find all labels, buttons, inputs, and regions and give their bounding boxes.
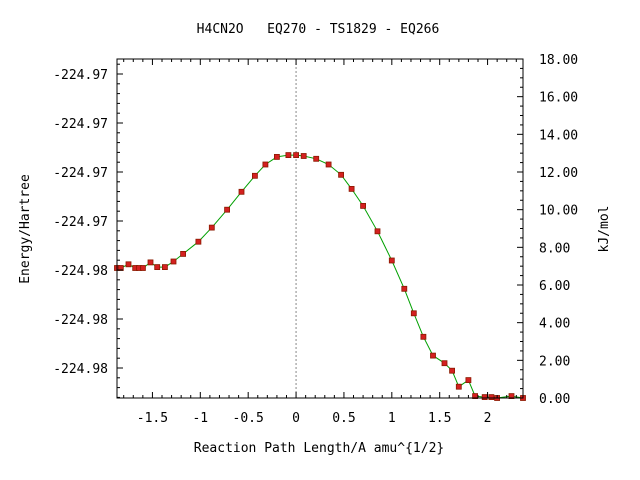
energy-curve bbox=[117, 154, 524, 399]
data-point bbox=[481, 394, 488, 401]
data-point bbox=[251, 172, 258, 179]
x-tick-label: 0 bbox=[292, 411, 300, 426]
y-tick-label: -224.97 bbox=[53, 117, 108, 132]
y2-tick-label: 16.00 bbox=[539, 91, 578, 106]
data-point bbox=[449, 367, 456, 374]
y-axis-right: 0.00 2.00 4.00 6.00 8.00 10.00 12.00 14.00 16.00… bbox=[517, 53, 578, 407]
x-tick-label: -1 bbox=[192, 411, 208, 426]
data-point bbox=[139, 265, 146, 271]
data-point bbox=[348, 185, 355, 192]
y2-tick-label: 4.00 bbox=[539, 317, 570, 332]
x-tick-label: -0.5 bbox=[233, 411, 264, 426]
plot-frame bbox=[116, 58, 524, 399]
data-point bbox=[147, 259, 154, 266]
y2-tick-label: 18.00 bbox=[539, 53, 578, 68]
y-tick-label: -224.97 bbox=[53, 166, 108, 181]
data-point bbox=[154, 264, 161, 271]
data-point bbox=[161, 264, 168, 271]
y2-tick-label: 0.00 bbox=[539, 392, 570, 407]
data-point bbox=[325, 161, 332, 168]
y2-tick-label: 10.00 bbox=[539, 204, 578, 219]
data-point bbox=[441, 360, 448, 367]
y-tick-label: -224.98 bbox=[53, 264, 108, 279]
data-point bbox=[374, 228, 381, 235]
series-layer bbox=[114, 152, 526, 401]
data-point bbox=[125, 261, 132, 268]
data-point bbox=[300, 153, 307, 159]
data-point bbox=[420, 333, 427, 340]
data-point bbox=[410, 310, 417, 317]
data-point bbox=[388, 257, 395, 264]
y-tick-label: -224.98 bbox=[53, 362, 108, 377]
data-point bbox=[401, 285, 408, 292]
data-point bbox=[195, 238, 202, 245]
data-point bbox=[224, 206, 231, 213]
y2-tick-label: 2.00 bbox=[539, 354, 570, 369]
y2-tick-label: 8.00 bbox=[539, 241, 570, 256]
data-point bbox=[455, 383, 462, 390]
x-axis-label: Reaction Path Length/A amu^{1/2} bbox=[194, 441, 444, 456]
x-tick-label: 2 bbox=[484, 411, 492, 426]
data-point bbox=[238, 188, 245, 195]
chart-title: H4CN2O EQ270 - TS1829 - EQ266 bbox=[197, 22, 440, 37]
data-point bbox=[293, 152, 300, 159]
data-point bbox=[262, 161, 269, 168]
data-point bbox=[508, 393, 515, 400]
y-tick-label: -224.97 bbox=[53, 215, 108, 230]
data-point bbox=[273, 153, 280, 160]
y2-tick-label: 6.00 bbox=[539, 279, 570, 294]
y-axis-left: -224.97 -224.97 -224.97 -224.97 -224.98 -224.… bbox=[53, 63, 123, 398]
data-point bbox=[208, 224, 215, 231]
data-point bbox=[360, 202, 367, 209]
y2-tick-label: 12.00 bbox=[539, 166, 578, 181]
y2-axis-label: kJ/mol bbox=[597, 206, 612, 253]
data-point bbox=[285, 152, 292, 159]
y-tick-label: -224.97 bbox=[53, 68, 108, 83]
y-axis-label: Energy/Hartree bbox=[18, 174, 33, 284]
data-point bbox=[313, 155, 320, 162]
data-point bbox=[430, 352, 436, 359]
x-tick-label: 1.5 bbox=[428, 411, 451, 426]
x-tick-label: -1.5 bbox=[137, 411, 168, 426]
data-point bbox=[180, 250, 187, 257]
y2-tick-label: 14.00 bbox=[539, 128, 578, 143]
data-point bbox=[465, 377, 472, 384]
x-tick-label: 1 bbox=[388, 411, 396, 426]
data-point bbox=[338, 171, 345, 178]
x-tick-label: 0.5 bbox=[332, 411, 355, 426]
x-axis: -1.5 -1 -0.5 0 0.5 1 1.5 2 bbox=[123, 59, 517, 426]
data-point bbox=[488, 394, 495, 401]
data-point bbox=[170, 258, 177, 265]
y-tick-label: -224.98 bbox=[53, 313, 108, 328]
